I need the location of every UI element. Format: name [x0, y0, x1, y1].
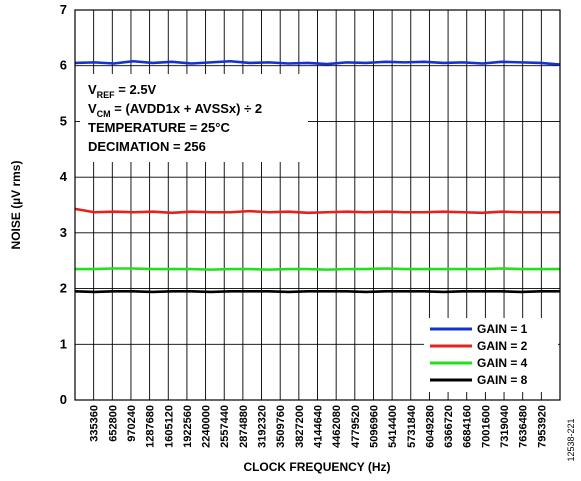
y-tick-label: 1	[60, 336, 67, 351]
x-axis-title: CLOCK FREQUENCY (Hz)	[243, 460, 390, 474]
y-axis-title: NOISE (µV rms)	[9, 161, 23, 250]
annotation-line: VREF = 2.5V	[88, 82, 157, 100]
series-line-gain-3	[75, 267, 560, 271]
legend-label: GAIN = 4	[477, 356, 528, 370]
x-tick-label: 6684160	[462, 405, 474, 448]
y-tick-label: 6	[60, 58, 67, 73]
x-tick-label: 7953920	[536, 405, 548, 448]
x-tick-label: 5731840	[406, 405, 418, 448]
x-tick-label: 4144640	[313, 405, 325, 448]
y-tick-labels: 0 1 2 3 4 5 6 7	[60, 2, 68, 407]
x-tick-label: 652800	[107, 405, 119, 442]
x-tick-label: 4462080	[331, 405, 343, 448]
x-tick-label: 7001600	[480, 405, 492, 448]
y-tick-label: 0	[60, 392, 67, 407]
x-tick-label: 3827200	[294, 405, 306, 448]
x-tick-label: 970240	[126, 405, 138, 442]
annotation-line: TEMPERATURE = 25°C	[88, 120, 230, 135]
legend-label: GAIN = 2	[477, 339, 528, 353]
y-tick-label: 7	[60, 2, 67, 17]
x-tick-label: 5414400	[387, 405, 399, 448]
plot-frame	[74, 9, 561, 401]
conditions-annotation-box	[80, 74, 308, 162]
annotation-line: DECIMATION = 256	[88, 139, 206, 154]
x-tick-label: 1287680	[145, 405, 157, 448]
y-tick-label: 5	[60, 113, 67, 128]
x-tick-label: 3192320	[257, 405, 269, 448]
x-tick-label: 335360	[89, 405, 101, 442]
x-tick-label: 4779520	[350, 405, 362, 448]
x-tick-label: 5096960	[368, 405, 380, 448]
y-tick-label: 2	[60, 281, 67, 296]
figure-id: 12538-221	[566, 418, 576, 461]
x-tick-label: 6049280	[424, 405, 436, 448]
x-tick-label: 2557440	[219, 405, 231, 448]
x-tick-label: 1605120	[163, 405, 175, 448]
y-tick-label: 4	[60, 169, 68, 184]
series-line-gain-4	[74, 290, 560, 294]
legend-label: GAIN = 8	[477, 373, 528, 387]
x-tick-label: 2874880	[238, 405, 250, 448]
x-tick-label: 2240000	[201, 405, 213, 448]
annotation-line: VCM = (AVDD1x + AVSSx) ÷ 2	[88, 101, 262, 119]
x-tick-label: 6366720	[443, 405, 455, 448]
chart-series-group	[74, 59, 561, 294]
chart-legend: GAIN = 1 GAIN = 2 GAIN = 4 GAIN = 8	[430, 322, 528, 387]
legend-label: GAIN = 1	[477, 322, 528, 336]
series-line-gain-2	[74, 207, 560, 215]
x-tick-label: 1922560	[182, 405, 194, 448]
x-tick-label: 3509760	[275, 405, 287, 448]
y-tick-label: 3	[60, 225, 67, 240]
x-tick-label: 7636480	[518, 405, 530, 448]
x-tick-labels: 335360 652800 970240 1287680 1605120 1922560 2…	[89, 405, 549, 448]
series-line-gain-1	[74, 59, 561, 66]
x-tick-label: 7319040	[499, 405, 511, 448]
